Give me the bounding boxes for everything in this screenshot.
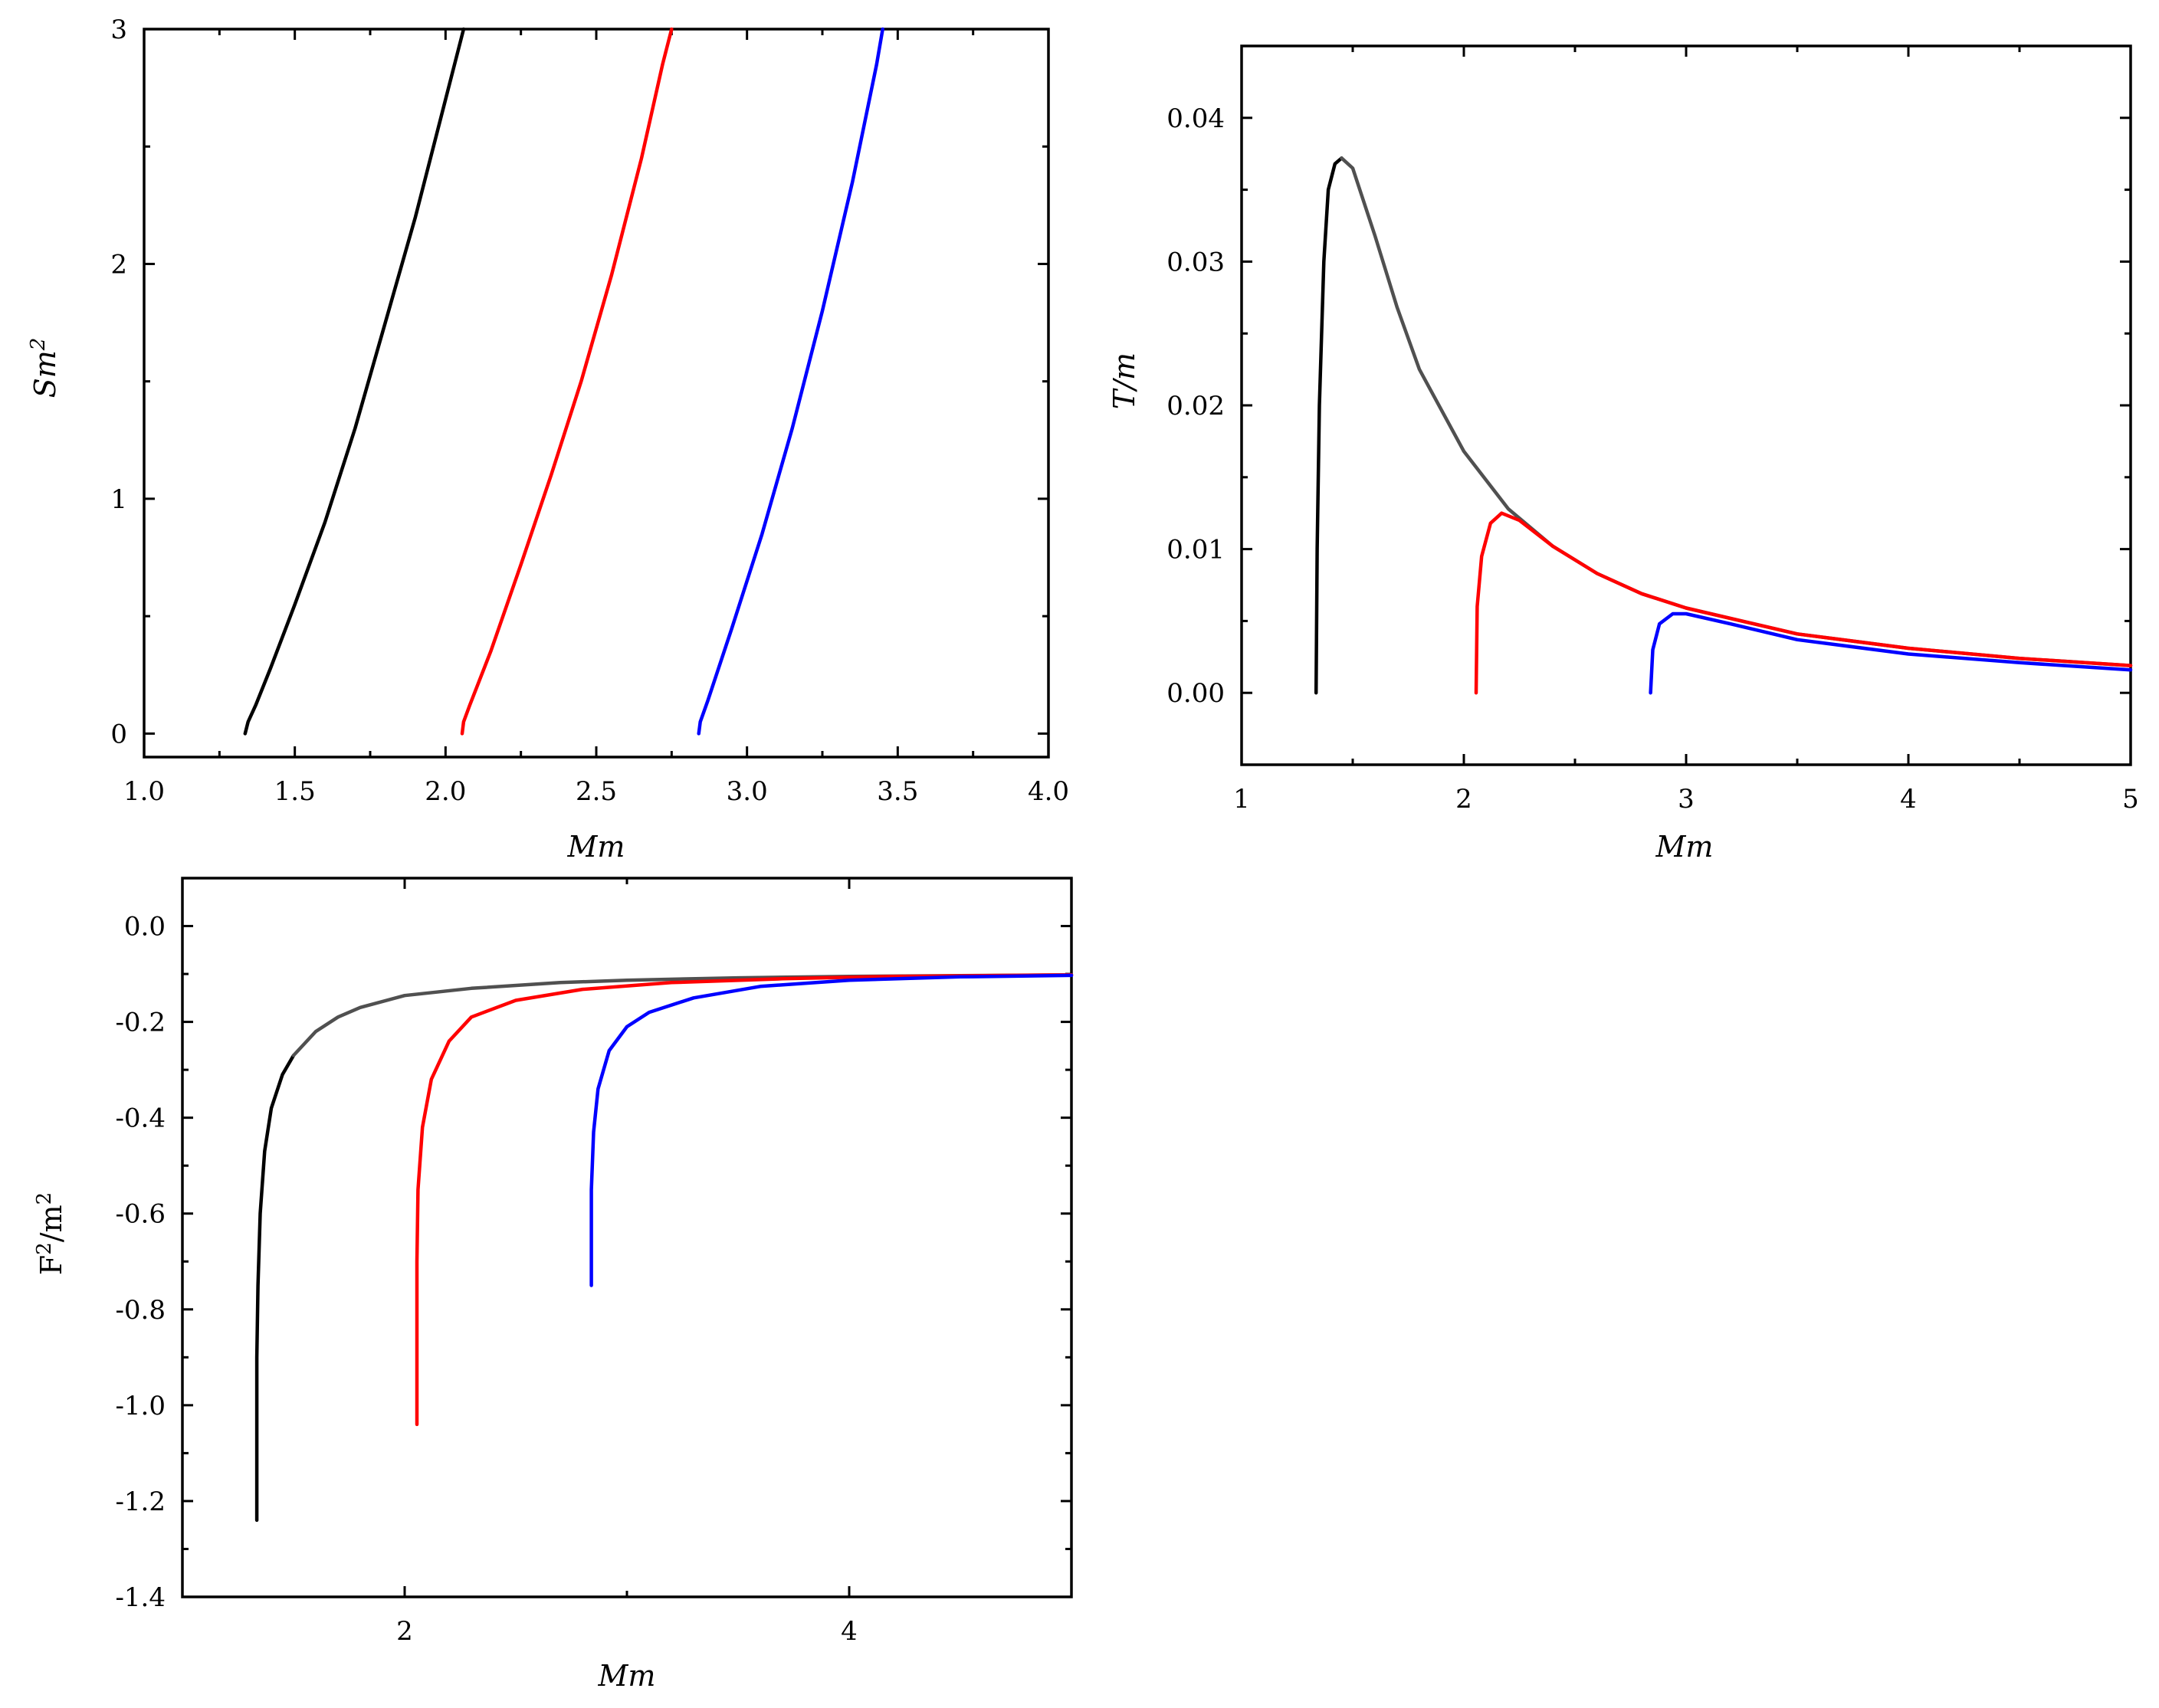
y-tick-label: 0.01 bbox=[1166, 535, 1225, 566]
data-curves bbox=[254, 973, 1074, 1523]
tick-marks bbox=[1240, 44, 2132, 766]
series-blue bbox=[589, 973, 1074, 1287]
y-tick-labels: 0.0 -0.2 -0.4 -0.6 -0.8 -1.0 -1.2 -1.4 bbox=[115, 912, 166, 1613]
y-tick-label: 0.0 bbox=[124, 912, 166, 943]
y-tick-label: -0.2 bbox=[115, 1008, 166, 1038]
x-tick-label: 4 bbox=[1900, 784, 1917, 815]
y-tick-label: -0.6 bbox=[115, 1199, 166, 1230]
x-axis-title: Mm bbox=[1655, 830, 1714, 864]
y-tick-labels: 0 1 2 3 bbox=[110, 15, 127, 749]
x-axis-title: Mm bbox=[598, 1659, 656, 1693]
y-axis-title-main: Sm bbox=[28, 350, 62, 398]
tick-marks bbox=[182, 877, 1071, 1598]
series-red bbox=[1474, 511, 2133, 695]
y-tick-label: -1.2 bbox=[115, 1487, 166, 1517]
x-tick-label: 2.0 bbox=[425, 776, 466, 807]
x-tick-label: 4.0 bbox=[1028, 776, 1069, 807]
y-tick-labels: 0.00 0.01 0.02 0.03 0.04 bbox=[1166, 103, 1225, 709]
y-axis-title-rest: /m bbox=[34, 1205, 68, 1242]
y-tick-label: -0.4 bbox=[115, 1103, 166, 1134]
y-tick-label: 2 bbox=[110, 249, 127, 280]
series-black bbox=[243, 27, 466, 736]
y-axis-title: F2/m2 bbox=[33, 1192, 68, 1275]
x-tick-label: 4 bbox=[841, 1616, 858, 1647]
x-tick-label: 1 bbox=[1233, 784, 1250, 815]
x-tick-label: 2 bbox=[396, 1616, 413, 1647]
x-tick-label: 2.5 bbox=[576, 776, 617, 807]
data-curves bbox=[243, 27, 884, 736]
y-tick-label: -1.0 bbox=[115, 1391, 166, 1421]
y-axis-title: T/m bbox=[1107, 352, 1141, 409]
x-tick-label: 1.5 bbox=[274, 776, 316, 807]
series-black bbox=[1314, 156, 1344, 695]
series-grey bbox=[291, 973, 1074, 1057]
y-axis-title-main: F bbox=[34, 1255, 68, 1275]
x-tick-labels: 1 2 3 4 5 bbox=[1233, 784, 2139, 815]
panel-temperature: 1 2 3 4 5 0.00 0.01 0.02 0.03 0.04 Mm T/m bbox=[1107, 44, 2139, 864]
y-axis-title-sup: 2 bbox=[27, 338, 50, 352]
y-tick-label: -1.4 bbox=[115, 1582, 166, 1613]
y-tick-label: 0.00 bbox=[1166, 678, 1225, 709]
x-tick-label: 3.5 bbox=[877, 776, 918, 807]
x-tick-label: 3 bbox=[1678, 784, 1695, 815]
y-axis-title-sup2: 2 bbox=[33, 1192, 56, 1205]
y-tick-label: -0.8 bbox=[115, 1295, 166, 1326]
y-tick-label: 0.04 bbox=[1166, 103, 1225, 134]
y-tick-label: 0.02 bbox=[1166, 391, 1225, 421]
x-tick-label: 5 bbox=[2122, 784, 2139, 815]
y-tick-label: 0 bbox=[110, 719, 127, 749]
x-tick-label: 1.0 bbox=[123, 776, 165, 807]
y-axis-title: Sm2 bbox=[27, 338, 62, 398]
y-tick-label: 0.03 bbox=[1166, 247, 1225, 277]
series-black bbox=[254, 1054, 296, 1523]
y-axis-title-sup: 2 bbox=[33, 1242, 56, 1255]
x-tick-label: 3.0 bbox=[727, 776, 768, 807]
series-grey bbox=[1340, 156, 2133, 667]
series-blue bbox=[697, 27, 884, 736]
series-red bbox=[415, 973, 1074, 1427]
x-tick-labels: 1.0 1.5 2.0 2.5 3.0 3.5 4.0 bbox=[123, 776, 1069, 807]
series-blue bbox=[1649, 611, 2133, 695]
y-tick-label: 1 bbox=[110, 484, 127, 515]
x-tick-label: 2 bbox=[1455, 784, 1472, 815]
x-axis-title: Mm bbox=[567, 830, 625, 864]
data-curves bbox=[1314, 156, 2133, 695]
y-tick-label: 3 bbox=[110, 15, 127, 45]
series-red bbox=[460, 27, 674, 736]
